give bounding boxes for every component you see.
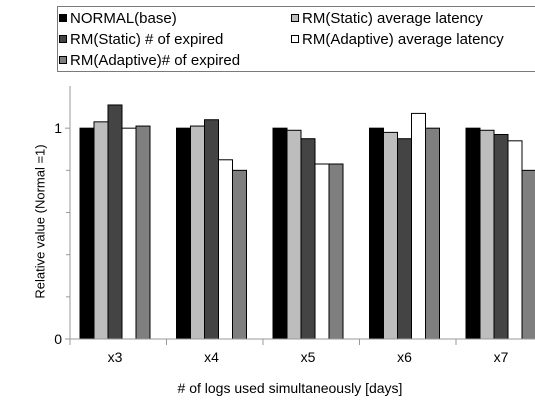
bar [397, 138, 412, 340]
bar [107, 104, 123, 340]
x-tick-label: x3 [108, 349, 123, 365]
bar [79, 127, 95, 340]
legend-swatch-adaptive-latency [291, 35, 299, 43]
bar [314, 163, 330, 340]
legend-label-adaptive-latency: RM(Adaptive) average latency [302, 30, 504, 48]
legend-item-adaptive-latency: RM(Adaptive) average latency [291, 29, 504, 49]
bar [121, 127, 137, 340]
bar [190, 125, 205, 340]
legend-swatch-adaptive-expired [59, 56, 67, 64]
bar [465, 127, 481, 340]
x-axis-label: # of logs used simultaneously [days] [177, 380, 403, 396]
y-tick-label: 0 [54, 331, 62, 347]
bar [286, 129, 302, 340]
bar [425, 127, 440, 340]
legend-swatch-static-latency [291, 14, 299, 22]
bar [493, 133, 509, 340]
bar [204, 119, 219, 340]
bar [176, 127, 191, 340]
legend-label-normal-base: NORMAL(base) [70, 9, 177, 27]
legend-item-adaptive-expired: RM(Adaptive)# of expired [59, 50, 240, 70]
legend-item-static-expired: RM(Static) # of expired [59, 29, 223, 49]
bar [135, 125, 151, 340]
bar [383, 131, 398, 340]
bar [521, 169, 535, 340]
bar [272, 127, 288, 340]
y-tick-label: 1 [54, 120, 62, 136]
legend-label-static-expired: RM(Static) # of expired [70, 30, 224, 48]
chart-legend: NORMAL(base) RM(Static) average latency … [57, 6, 535, 72]
legend-label-static-latency: RM(Static) average latency [302, 9, 483, 27]
legend-label-adaptive-expired: RM(Adaptive)# of expired [70, 51, 241, 69]
legend-item-normal-base: NORMAL(base) [59, 8, 177, 28]
bar [218, 159, 233, 340]
x-tick-label: x6 [397, 349, 412, 365]
bar [328, 163, 344, 340]
bar [93, 121, 109, 340]
bar [507, 140, 523, 340]
y-axis-label: Relative value (Normal =1) [32, 144, 48, 299]
legend-swatch-static-expired [59, 35, 67, 43]
x-tick-label: x5 [301, 349, 316, 365]
bar [411, 112, 426, 340]
x-tick-label: x4 [204, 349, 219, 365]
bar [232, 169, 247, 340]
bar [300, 138, 316, 340]
bar [369, 127, 384, 340]
x-tick-label: x7 [494, 349, 509, 365]
legend-item-static-latency: RM(Static) average latency [291, 8, 483, 28]
bar [479, 129, 495, 340]
legend-swatch-normal-base [59, 14, 67, 22]
